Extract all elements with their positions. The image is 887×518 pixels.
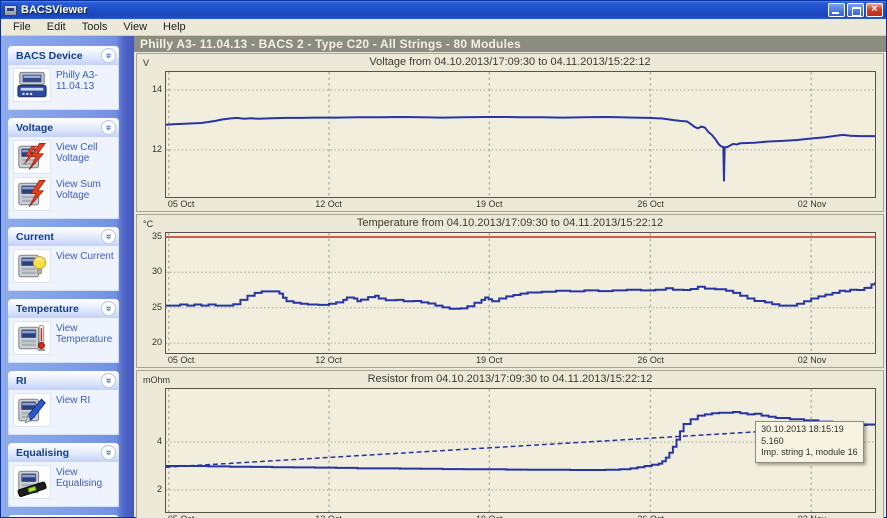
- y-tick-label: 30: [151, 266, 162, 277]
- temperature-x-axis: 05 Oct 12 Oct 19 Oct 26 Oct 02 Nov: [165, 354, 876, 367]
- cell-voltage-icon: [13, 140, 51, 174]
- voltage-x-axis: 05 Oct 12 Oct 19 Oct 26 Oct 02 Nov: [165, 198, 876, 211]
- tooltip-value: 5.160: [761, 435, 784, 446]
- equalising-icon: [13, 465, 51, 499]
- sidebar-panel-bacs-device: BACS Device » Philly A3- 11.04.13: [8, 46, 119, 110]
- resistor-line: [166, 411, 875, 471]
- x-tick-label: 12 Oct: [315, 514, 342, 518]
- x-tick-label: 19 Oct: [476, 514, 503, 518]
- temperature-chart-title: Temperature from 04.10.2013/17:09:30 to …: [356, 217, 664, 229]
- sidebar: BACS Device » Philly A3- 11.04.13 Voltag…: [1, 36, 134, 517]
- datapoint-tooltip: 30.10.2013 18:15:19 5.160 Imp. string 1,…: [755, 421, 864, 464]
- sidebar-header-temperature[interactable]: Temperature »: [8, 299, 119, 318]
- y-tick-label: 4: [156, 435, 162, 446]
- sidebar-item-view-ri[interactable]: View RI: [13, 393, 116, 427]
- sidebar-header-bacs-device[interactable]: BACS Device »: [8, 46, 119, 65]
- y-tick-label: 25: [151, 301, 162, 312]
- resistor-chart-panel: Resistor from 04.10.2013/17:09:30 to 04.…: [136, 370, 884, 518]
- app-icon: [4, 4, 17, 16]
- sidebar-panel-equalising: Equalising » View Equalising: [8, 443, 119, 507]
- voltage-unit-label: V: [143, 58, 150, 68]
- menu-help[interactable]: Help: [163, 21, 186, 33]
- minimize-button[interactable]: [828, 3, 845, 17]
- chevron-up-icon[interactable]: »: [101, 445, 116, 460]
- sidebar-panel-current: Current » View Current: [8, 227, 119, 291]
- x-tick-label: 26 Oct: [637, 514, 664, 518]
- charts-area: Voltage from 04.10.2013/17:09:30 to 04.1…: [134, 52, 886, 518]
- x-tick-label: 12 Oct: [315, 199, 342, 209]
- window-title: BACSViewer: [21, 4, 88, 16]
- voltage-plot[interactable]: [165, 71, 876, 198]
- temperature-chart-panel: Temperature from 04.10.2013/17:09:30 to …: [136, 214, 884, 368]
- restore-button[interactable]: [847, 3, 864, 17]
- menu-tools[interactable]: Tools: [81, 21, 108, 33]
- tooltip-timestamp: 30.10.2013 18:15:19: [761, 424, 844, 435]
- selection-header: Philly A3- 11.04.13 - BACS 2 - Type C20 …: [134, 36, 886, 52]
- x-tick-label: 05 Oct: [167, 355, 195, 365]
- y-tick-label: 2: [156, 483, 162, 494]
- current-icon: [13, 249, 51, 283]
- x-tick-label: 26 Oct: [637, 199, 664, 209]
- sidebar-header-ri[interactable]: RI »: [8, 371, 119, 390]
- x-tick-label: 02 Nov: [797, 199, 827, 209]
- window-titlebar: BACSViewer ×: [1, 1, 886, 19]
- resistor-x-axis: 05 Oct 12 Oct 19 Oct 26 Oct 02 Nov: [165, 513, 876, 518]
- y-tick-label: 12: [151, 143, 162, 154]
- chevron-up-icon[interactable]: »: [101, 301, 116, 316]
- bacs-device-icon: [13, 68, 51, 102]
- x-tick-label: 19 Oct: [475, 199, 503, 209]
- sidebar-item-bacs-device[interactable]: Philly A3- 11.04.13: [13, 68, 116, 102]
- menu-view[interactable]: View: [123, 21, 148, 33]
- x-tick-label: 12 Oct: [315, 355, 342, 365]
- voltage-chart-panel: Voltage from 04.10.2013/17:09:30 to 04.1…: [136, 53, 884, 212]
- menu-bar: File Edit Tools View Help: [1, 19, 886, 36]
- x-tick-label: 19 Oct: [475, 355, 503, 365]
- resistor-chart-title: Resistor from 04.10.2013/17:09:30 to 04.…: [367, 373, 653, 385]
- y-tick-label: 35: [151, 230, 162, 241]
- temperature-line: [166, 282, 875, 310]
- menu-edit[interactable]: Edit: [46, 21, 66, 33]
- sidebar-item-view-temperature[interactable]: View Temperature: [13, 321, 116, 355]
- temperature-plot[interactable]: [165, 232, 876, 354]
- sum-voltage-icon: [13, 177, 51, 211]
- x-tick-label: 05 Oct: [168, 514, 195, 518]
- sidebar-panel-temperature: Temperature » View Temperature: [8, 299, 119, 363]
- sidebar-item-view-sum-voltage[interactable]: View Sum Voltage: [13, 177, 116, 211]
- ri-icon: [13, 393, 51, 427]
- x-tick-label: 02 Nov: [797, 355, 827, 365]
- temperature-unit-label: °C: [143, 219, 154, 229]
- sidebar-title-bacs-device: BACS Device: [16, 49, 83, 62]
- chevron-up-icon[interactable]: »: [101, 48, 116, 63]
- chevron-up-icon[interactable]: »: [101, 229, 116, 244]
- resistor-unit-label: mOhm: [143, 375, 170, 385]
- sidebar-item-view-current[interactable]: View Current: [13, 249, 116, 283]
- sidebar-panel-ri: RI » View RI: [8, 371, 119, 435]
- chevron-up-icon[interactable]: »: [101, 373, 116, 388]
- sidebar-panel-voltage: Voltage » View Cell Voltage View Sum Vol…: [8, 118, 119, 219]
- chevron-up-icon[interactable]: »: [101, 120, 116, 135]
- sum-voltage-line: [166, 115, 875, 182]
- sidebar-header-status[interactable]: Status »: [8, 515, 119, 517]
- tooltip-source: Imp. string 1, module 16: [761, 447, 858, 458]
- x-tick-label: 05 Oct: [167, 199, 195, 209]
- sidebar-header-voltage[interactable]: Voltage »: [8, 118, 119, 137]
- sidebar-item-view-equalising[interactable]: View Equalising: [13, 465, 116, 499]
- sidebar-header-equalising[interactable]: Equalising »: [8, 443, 119, 462]
- temperature-icon: [13, 321, 51, 355]
- close-button[interactable]: ×: [866, 3, 883, 17]
- y-tick-label: 20: [151, 337, 162, 348]
- x-tick-label: 02 Nov: [798, 514, 827, 518]
- sidebar-panel-status: Status »: [8, 515, 119, 517]
- y-tick-label: 14: [151, 83, 162, 94]
- voltage-chart-title: Voltage from 04.10.2013/17:09:30 to 04.1…: [369, 56, 651, 68]
- sidebar-header-current[interactable]: Current »: [8, 227, 119, 246]
- x-tick-label: 26 Oct: [637, 355, 664, 365]
- menu-file[interactable]: File: [13, 21, 31, 33]
- sidebar-item-view-cell-voltage[interactable]: View Cell Voltage: [13, 140, 116, 174]
